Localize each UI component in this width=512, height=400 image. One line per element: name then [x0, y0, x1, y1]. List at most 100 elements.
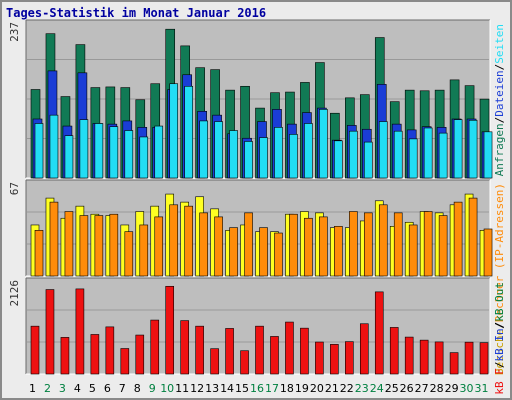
x-tick-label-day-14: 14 [220, 382, 234, 395]
bar-rechner-ip-adressen--day-31 [483, 228, 493, 277]
bar-kb-f-day-26 [404, 336, 414, 375]
bar-kb-f-day-30 [464, 341, 474, 375]
x-tick-label-day-18: 18 [280, 382, 294, 395]
x-tick-label-day-20: 20 [310, 382, 324, 395]
x-tick-label-day-17: 17 [265, 382, 279, 395]
bar-rechner-ip-adressen--day-25 [393, 212, 403, 277]
x-tick-label-day-19: 19 [295, 382, 309, 395]
bar-seiten-day-11 [184, 85, 193, 179]
bar-rechner-ip-adressen--day-4 [79, 215, 89, 277]
bar-seiten-day-22 [349, 130, 358, 179]
bar-seiten-day-31 [483, 131, 493, 179]
x-tick-label-day-3: 3 [59, 382, 66, 395]
bar-rechner-ip-adressen--day-29 [453, 201, 463, 277]
bar-rechner-ip-adressen--day-28 [438, 215, 448, 277]
bar-kb-f-day-1 [30, 325, 40, 375]
bar-kb-f-day-19 [300, 327, 309, 375]
legend-middle: Besuche/Rechner (IP-Adressen) [493, 183, 506, 375]
bar-rechner-ip-adressen--day-20 [319, 216, 328, 277]
bar-rechner-ip-adressen--day-1 [34, 230, 44, 277]
bar-rechner-ip-adressen--day-18 [289, 213, 298, 277]
x-tick-label-day-26: 26 [400, 382, 414, 395]
bar-seiten-day-29 [453, 119, 463, 179]
bar-kb-f-day-12 [195, 325, 204, 375]
bar-rechner-ip-adressen--day-12 [199, 212, 208, 277]
x-tick-label-day-15: 15 [235, 382, 249, 395]
x-tick-label-day-4: 4 [74, 382, 81, 395]
bar-kb-f-day-31 [479, 342, 489, 375]
bar-kb-f-day-27 [419, 339, 429, 375]
bar-seiten-day-7 [124, 130, 134, 179]
bar-kb-f-day-5 [90, 334, 100, 375]
bar-kb-f-day-11 [180, 320, 189, 375]
bar-rechner-ip-adressen--day-14 [229, 227, 238, 277]
bar-rechner-ip-adressen--day-19 [304, 217, 313, 277]
x-tick-label-day-8: 8 [134, 382, 141, 395]
bar-kb-f-day-9 [150, 319, 160, 375]
legend-top: Anfragen/Dateien/Seiten [493, 24, 506, 176]
bar-kb-f-day-24 [374, 291, 384, 375]
bar-seiten-day-24 [378, 121, 388, 179]
x-tick-label-day-27: 27 [415, 382, 429, 395]
x-tick-label-day-29: 29 [445, 382, 459, 395]
bar-rechner-ip-adressen--day-24 [378, 204, 388, 277]
bar-kb-f-day-23 [359, 323, 369, 375]
x-tick-label-day-9: 9 [149, 382, 156, 395]
bar-seiten-day-30 [468, 119, 478, 179]
bar-seiten-day-2 [49, 114, 59, 179]
bar-kb-f-day-8 [135, 334, 145, 375]
bar-seiten-day-8 [139, 136, 149, 179]
bar-kb-f-day-18 [285, 321, 294, 375]
bar-seiten-day-20 [319, 109, 328, 179]
bar-kb-f-day-29 [449, 352, 459, 375]
x-tick-label-day-30: 30 [460, 382, 474, 395]
bar-rechner-ip-adressen--day-10 [169, 204, 179, 277]
chart-title: Tages-Statistik im Monat Januar 2016 [6, 6, 267, 20]
bar-rechner-ip-adressen--day-30 [468, 197, 478, 277]
bar-seiten-day-26 [408, 138, 418, 179]
x-tick-label-day-5: 5 [89, 382, 96, 395]
bar-kb-f-day-20 [315, 341, 324, 375]
x-tick-label-day-2: 2 [44, 382, 51, 395]
bar-rechner-ip-adressen--day-23 [363, 212, 373, 277]
bar-rechner-ip-adressen--day-6 [109, 213, 119, 277]
x-tick-label-day-31: 31 [475, 382, 489, 395]
bar-kb-f-day-16 [255, 325, 264, 375]
bar-rechner-ip-adressen--day-27 [423, 211, 433, 277]
bar-seiten-day-16 [259, 137, 268, 179]
bar-seiten-day-18 [289, 134, 298, 179]
bar-rechner-ip-adressen--day-22 [349, 211, 358, 277]
bar-seiten-day-3 [64, 135, 74, 179]
x-tick-label-day-12: 12 [190, 382, 204, 395]
bar-rechner-ip-adressen--day-9 [154, 216, 164, 277]
bar-kb-f-day-28 [434, 341, 444, 375]
bar-seiten-day-12 [199, 120, 208, 179]
x-tick-label-day-28: 28 [430, 382, 444, 395]
bar-rechner-ip-adressen--day-21 [334, 225, 343, 277]
bar-kb-f-day-13 [210, 348, 219, 375]
bar-seiten-day-25 [393, 130, 403, 179]
x-tick-label-day-6: 6 [104, 382, 111, 395]
bar-seiten-day-6 [109, 126, 119, 179]
x-tick-label-day-21: 21 [325, 382, 339, 395]
y-max-label-2: 67 [8, 182, 21, 195]
bar-seiten-day-13 [214, 121, 223, 179]
bar-seiten-day-10 [169, 83, 179, 179]
bar-kb-f-day-2 [45, 289, 55, 375]
bar-seiten-day-27 [423, 127, 433, 179]
x-tick-label-day-25: 25 [385, 382, 399, 395]
bar-kb-f-day-22 [345, 341, 354, 375]
bar-kb-f-day-7 [120, 348, 130, 375]
x-tick-label-day-24: 24 [370, 382, 384, 395]
bar-seiten-day-17 [274, 127, 283, 179]
bar-kb-f-day-21 [330, 344, 339, 375]
bar-kb-f-day-25 [389, 327, 399, 375]
bar-kb-f-day-10 [165, 285, 175, 375]
bar-rechner-ip-adressen--day-11 [184, 205, 193, 277]
bar-seiten-day-1 [34, 123, 44, 179]
x-tick-label-day-13: 13 [205, 382, 219, 395]
y-max-label-1: 237 [8, 22, 21, 42]
bar-kb-f-day-4 [75, 288, 85, 375]
bar-rechner-ip-adressen--day-8 [139, 224, 149, 277]
